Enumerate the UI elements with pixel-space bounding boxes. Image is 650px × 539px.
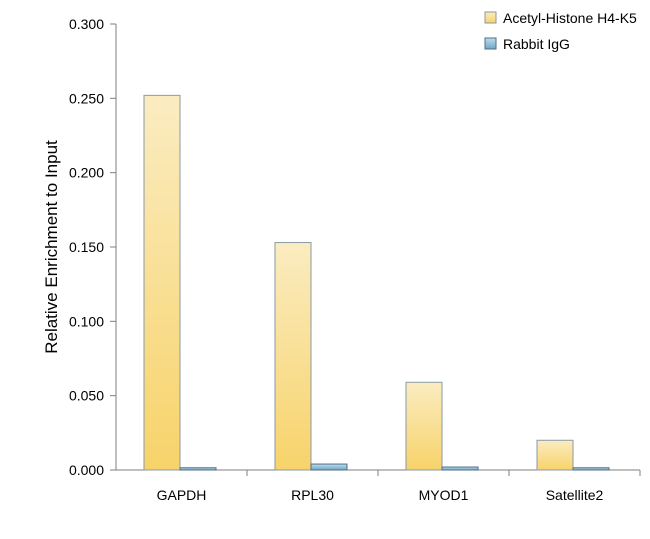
x-tick-label: Satellite2	[546, 487, 604, 503]
y-tick-label: 0.050	[69, 388, 104, 404]
y-tick-label: 0.200	[69, 165, 104, 181]
bar-rabbit-igg-satellite2	[572, 467, 610, 471]
bar-rabbit-igg-myod1	[441, 466, 479, 471]
x-tick-label: MYOD1	[419, 487, 469, 503]
legend-label-acetyl-histone: Acetyl-Histone H4-K5	[503, 10, 637, 26]
bar-rabbit-igg-gapdh	[179, 467, 217, 471]
y-tick-label: 0.300	[69, 16, 104, 32]
bar-rabbit-igg-rpl30	[310, 463, 348, 471]
y-tick-label: 0.150	[69, 239, 104, 255]
legend-label-rabbit-igg: Rabbit IgG	[503, 36, 570, 52]
bar-acetyl-histone-myod1	[405, 381, 443, 471]
y-tick-label: 0.250	[69, 90, 104, 106]
x-tick-label: RPL30	[291, 487, 334, 503]
bar-acetyl-histone-gapdh	[143, 94, 181, 471]
legend-swatch-rabbit-igg	[484, 37, 497, 50]
bar-acetyl-histone-satellite2	[536, 439, 574, 471]
y-axis-label: Relative Enrichment to Input	[42, 140, 61, 354]
x-tick-label: GAPDH	[157, 487, 207, 503]
legend: Acetyl-Histone H4-K5 Rabbit IgG	[484, 10, 637, 52]
legend-swatch-acetyl-histone	[484, 11, 497, 24]
y-tick-label: 0.100	[69, 313, 104, 329]
y-tick-label: 0.000	[69, 462, 104, 478]
bar-acetyl-histone-rpl30	[274, 242, 312, 471]
